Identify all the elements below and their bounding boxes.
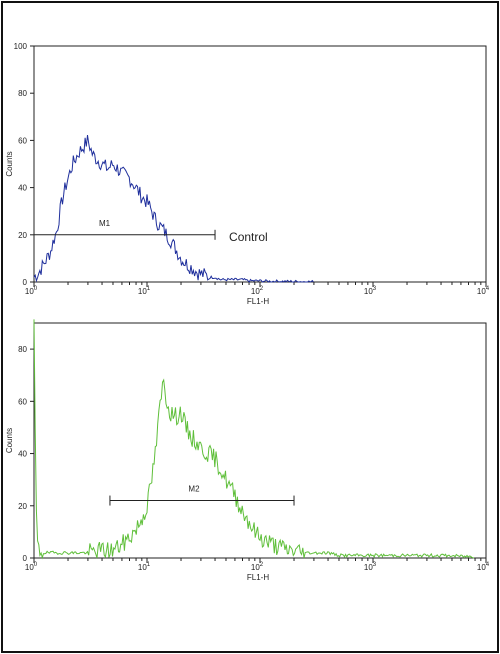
histogram-series-line bbox=[33, 319, 475, 560]
x-tick-label: 104 bbox=[477, 286, 490, 296]
x-tick-label: 101 bbox=[138, 286, 151, 296]
y-tick-label: 100 bbox=[14, 42, 28, 51]
x-tick-label: 100 bbox=[25, 286, 38, 296]
y-tick-label: 20 bbox=[18, 231, 27, 240]
x-tick-label: 101 bbox=[138, 562, 151, 572]
y-tick-label: 40 bbox=[18, 184, 27, 193]
x-tick-label: 104 bbox=[477, 562, 490, 572]
y-tick-label: 40 bbox=[18, 450, 27, 459]
y-tick-label: 20 bbox=[18, 502, 27, 511]
histogram-panel-2: 0 20 40 60 80 100 101 102 103 104 FL1-H Counts M2 bbox=[5, 319, 490, 582]
plot-frame bbox=[33, 322, 487, 559]
x-tick-label: 103 bbox=[364, 562, 377, 572]
x-tick-label: 100 bbox=[25, 562, 38, 572]
y-tick-label: 0 bbox=[23, 554, 28, 563]
histogram-panel-1: 0 20 40 60 80 100 100 101 102 103 104 FL1-H Counts M1… bbox=[5, 42, 490, 306]
x-axis-title: FL1-H bbox=[247, 297, 269, 306]
y-tick-label: 60 bbox=[18, 136, 27, 145]
y-tick-label: 80 bbox=[18, 345, 27, 354]
y-tick-label: 80 bbox=[18, 89, 27, 98]
marker-label: M2 bbox=[188, 485, 200, 494]
x-tick-label: 103 bbox=[364, 286, 377, 296]
control-annotation: Control bbox=[229, 230, 268, 244]
x-tick-label: 102 bbox=[251, 286, 264, 296]
y-tick-label: 60 bbox=[18, 397, 27, 406]
y-axis-title: Counts bbox=[5, 428, 14, 453]
y-tick-label: 0 bbox=[23, 278, 28, 287]
marker-label: M1 bbox=[99, 219, 111, 228]
x-tick-label: 102 bbox=[251, 562, 264, 572]
histogram-series-line bbox=[33, 135, 314, 283]
y-axis-title: Counts bbox=[5, 151, 14, 176]
x-axis-title: FL1-H bbox=[247, 573, 269, 582]
